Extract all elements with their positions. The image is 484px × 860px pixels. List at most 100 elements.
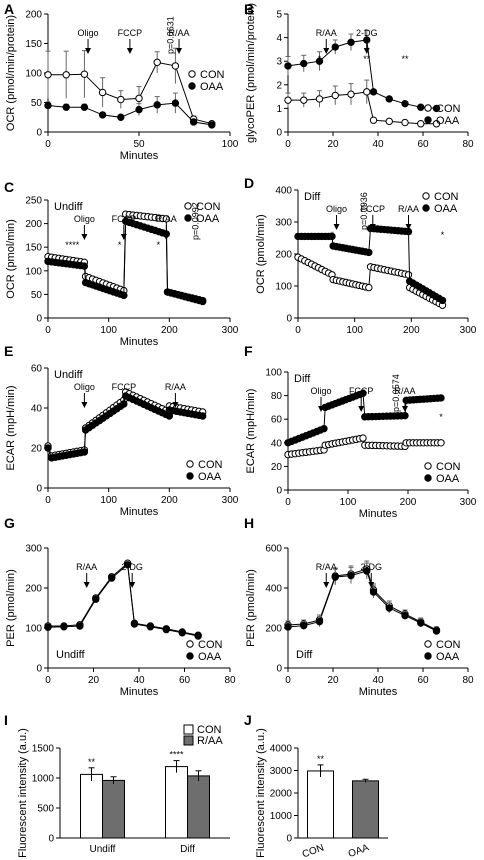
legend-label: OAA [436, 473, 460, 485]
y-tick-label: 1 [276, 104, 282, 115]
y-tick-label: 3 [276, 57, 282, 68]
injection-arrowhead [368, 582, 375, 588]
legend-label: OAA [198, 471, 222, 483]
x-tick-label: 40 [133, 675, 145, 686]
bar [352, 780, 379, 839]
data-point-filled [123, 561, 132, 569]
data-point-filled [315, 617, 324, 626]
injection-label: R/AA [76, 562, 97, 572]
data-point-filled [347, 571, 355, 580]
y-tick-label: 0 [36, 484, 42, 495]
y-tick-label: 20 [31, 444, 43, 455]
x-tick-label: 80 [462, 139, 474, 150]
data-point-filled [432, 627, 441, 635]
y-tick-label: 2000 [270, 789, 293, 800]
data-point-open [437, 439, 445, 447]
y-tick-label: 200 [25, 584, 42, 595]
data-point-filled [300, 59, 308, 68]
x-tick-label: 60 [417, 675, 429, 686]
data-point-open [186, 460, 194, 468]
injection-arrowhead [402, 406, 408, 412]
injection-label: Oligo [310, 386, 331, 396]
y-tick-label: 0 [276, 128, 282, 139]
series-line [287, 39, 437, 109]
x-tick-label: 50 [133, 139, 145, 150]
y-axis-label: glycoPER (pmol/min/protein) [245, 3, 257, 143]
legend-label: CON [198, 459, 223, 471]
data-point-open [284, 96, 292, 104]
x-tick-label: 300 [222, 325, 239, 336]
data-point-filled [385, 95, 393, 103]
panel-letter: I [4, 712, 8, 728]
injection-arrowhead [323, 582, 330, 588]
y-tick-label: 0 [276, 664, 282, 675]
y-tick-label: 0 [48, 834, 54, 845]
x-tick-label: 20 [88, 675, 100, 686]
injection-arrowhead [333, 224, 340, 230]
y-tick-label: 300 [25, 544, 42, 555]
p-value-label: p=0.0936 [359, 192, 369, 230]
data-point-filled [108, 574, 116, 582]
panel-letter: C [4, 179, 14, 195]
injection-arrowhead [81, 234, 88, 240]
x-tick-label: 200 [400, 497, 417, 508]
data-point-open [422, 192, 430, 200]
injection-arrowhead [85, 48, 92, 54]
data-point-filled [117, 113, 125, 121]
chart-panel-c: C 0 50 100 150 200 250 OCR (pmol/min) 0 100 200 300… [4, 179, 239, 348]
x-tick-label: 100 [100, 325, 117, 336]
series-con [284, 434, 445, 459]
data-point-open [98, 88, 107, 97]
injection-label: R/AA [398, 204, 419, 214]
y-tick-label: 250 [25, 196, 42, 207]
panel-letter: J [244, 712, 252, 728]
x-axis-label: Minutes [359, 508, 398, 520]
y-tick-label: 100 [275, 282, 292, 293]
x-tick-label: 80 [224, 675, 236, 686]
injection-label: Oligo [74, 382, 95, 392]
legend-label: CON [198, 639, 223, 651]
significance-stars: * [363, 412, 367, 422]
data-point-open [347, 90, 355, 98]
y-tick-label: 300 [275, 218, 292, 229]
x-tick-label: 300 [222, 495, 239, 506]
y-tick-label: 0 [36, 128, 42, 139]
data-point-open [424, 462, 432, 470]
bar [102, 779, 125, 839]
x-tick-label: 300 [460, 497, 477, 508]
x-tick-label: 0 [45, 495, 51, 506]
legend-label: CON [436, 103, 461, 115]
x-tick-label: 60 [417, 139, 429, 150]
series-oaa [294, 224, 447, 305]
data-point-filled [76, 622, 84, 630]
significance-stars: * [439, 412, 443, 422]
x-tick-label: 100 [100, 495, 117, 506]
injection-arrowhead [172, 402, 179, 408]
data-point-filled [98, 111, 107, 119]
series-line [48, 562, 199, 636]
injection-label: Oligo [326, 204, 347, 214]
x-tick-label: CON [301, 842, 326, 860]
data-point-open [171, 62, 180, 70]
data-point-filled [331, 573, 339, 581]
series-oaa [44, 92, 216, 129]
injection-arrowhead [163, 234, 170, 240]
data-point-filled [120, 291, 128, 300]
x-tick-label: Diff [180, 844, 195, 855]
y-axis-label: OCR (pmol/min) [5, 219, 17, 298]
significance-stars: * [330, 230, 334, 240]
data-point-filled [44, 444, 52, 452]
chart-panel-b: B 0 1 2 3 4 5 glycoPER (pmol/min/protein) 0 20 40 6… [244, 1, 474, 150]
data-point-filled [363, 567, 371, 575]
x-tick-label: 0 [285, 139, 291, 150]
injection-label: R/AA [169, 28, 190, 38]
y-tick-label: 0 [276, 486, 282, 497]
injection-arrowhead [129, 582, 136, 588]
y-tick-label: 0 [286, 314, 292, 325]
panel-letter: A [4, 1, 14, 17]
significance-stars: ** [88, 757, 96, 767]
series-con [294, 253, 447, 309]
y-tick-label: 40 [271, 438, 283, 449]
bar [307, 770, 334, 839]
